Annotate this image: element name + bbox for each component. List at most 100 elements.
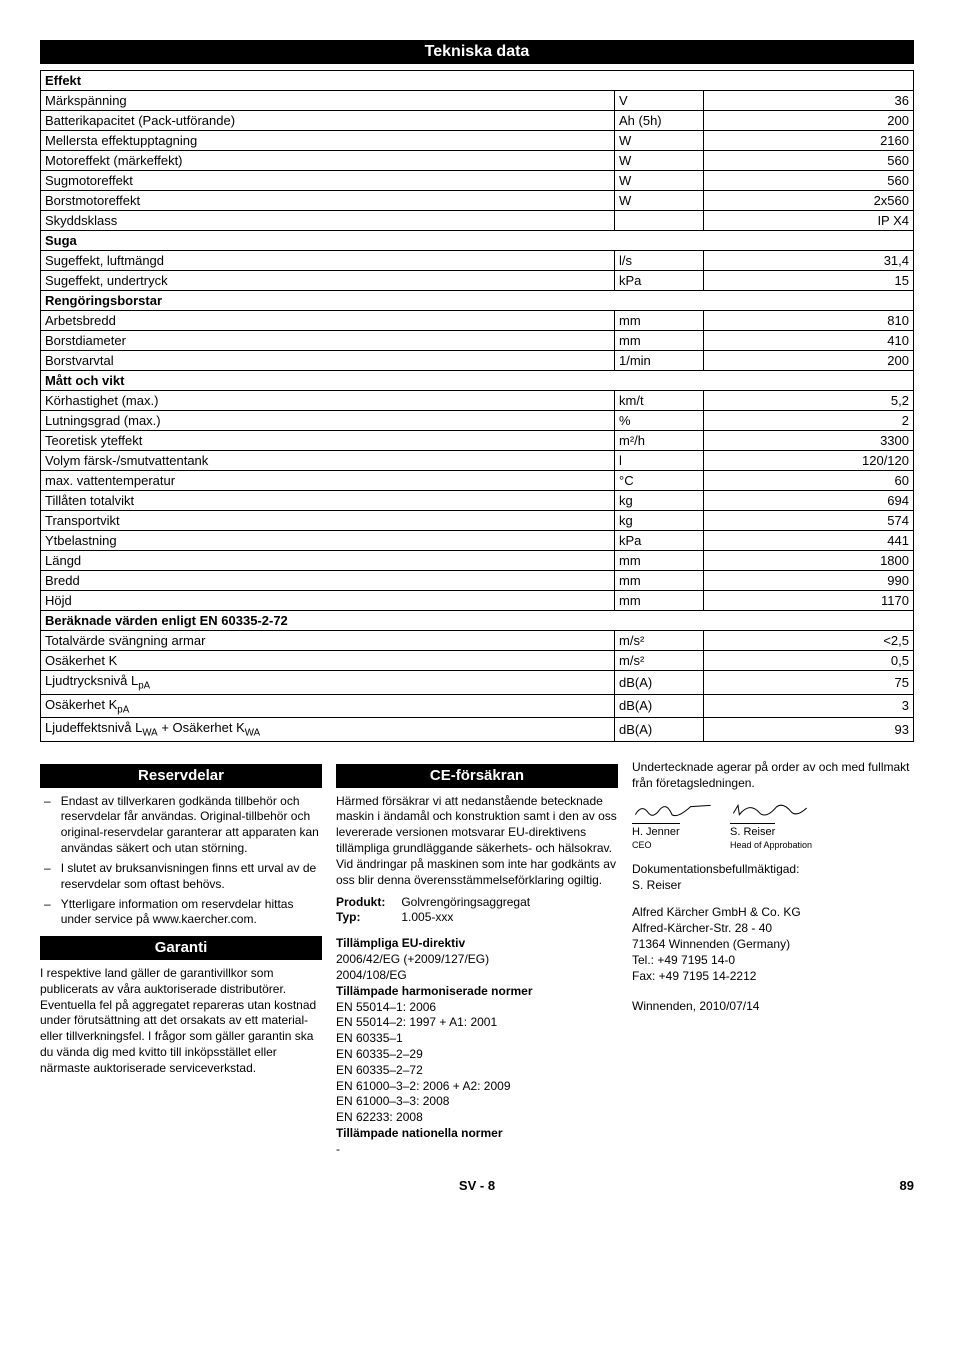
tekniska-data-heading: Tekniska data [40, 40, 914, 64]
spec-label: Körhastighet (max.) [41, 391, 615, 411]
nat-value: - [336, 1142, 618, 1158]
spec-value: 410 [704, 331, 914, 351]
spec-value: 2 [704, 411, 914, 431]
spec-unit: W [615, 171, 704, 191]
spec-value: 60 [704, 471, 914, 491]
spec-unit: kg [615, 511, 704, 531]
spec-label: Sugmotoreffekt [41, 171, 615, 191]
garanti-heading: Garanti [40, 936, 322, 960]
spec-label: Arbetsbredd [41, 311, 615, 331]
footer-lang: SV [459, 1178, 476, 1193]
footer-sep: - [480, 1178, 488, 1193]
norm-item: EN 55014–1: 2006 [336, 1000, 618, 1016]
nat-heading: Tillämpade nationella normer [336, 1126, 503, 1140]
spec-label: Sugeffekt, luftmängd [41, 251, 615, 271]
norm-list: EN 55014–1: 2006EN 55014–2: 1997 + A1: 2… [336, 1000, 618, 1127]
spec-section: Suga [41, 231, 914, 251]
city: 71364 Winnenden (Germany) [632, 937, 914, 953]
signature-block: H. Jenner CEO S. Reiser Head of Approbat… [632, 797, 914, 851]
ce-heading: CE-försäkran [336, 764, 618, 788]
spec-value: 2x560 [704, 191, 914, 211]
fax: Fax: +49 7195 14-2212 [632, 969, 914, 985]
norm-item: EN 62233: 2008 [336, 1110, 618, 1126]
spec-value: 560 [704, 171, 914, 191]
spec-label: Volym färsk-/smutvattentank [41, 451, 615, 471]
spec-value: 93 [704, 718, 914, 742]
dir-heading: Tillämpliga EU-direktiv [336, 936, 465, 950]
spec-label: Borstmotoreffekt [41, 191, 615, 211]
signature-jenner-icon [632, 797, 712, 823]
spec-section: Mått och vikt [41, 371, 914, 391]
spec-label: Ljudtrycksnivå LpA [41, 671, 615, 695]
dir-item: 2006/42/EG (+2009/127/EG) [336, 952, 618, 968]
footer-abs: 89 [900, 1178, 914, 1193]
spec-label: Lutningsgrad (max.) [41, 411, 615, 431]
spec-label: Totalvärde svängning armar [41, 631, 615, 651]
spec-unit: dB(A) [615, 671, 704, 695]
spec-label: Osäkerhet KpA [41, 694, 615, 718]
spec-label: Skyddsklass [41, 211, 615, 231]
spec-unit: l [615, 451, 704, 471]
spec-label: Transportvikt [41, 511, 615, 531]
spec-value: 441 [704, 531, 914, 551]
spec-section: Rengöringsborstar [41, 291, 914, 311]
garanti-text: I respektive land gäller de garantivillk… [40, 966, 322, 1077]
typ-value: 1.005-xxx [401, 910, 453, 924]
spec-value: 810 [704, 311, 914, 331]
spec-unit: kPa [615, 271, 704, 291]
spec-value: 36 [704, 91, 914, 111]
tel: Tel.: +49 7195 14-0 [632, 953, 914, 969]
spec-label: Ytbelastning [41, 531, 615, 551]
spec-label: Mellersta effektupptagning [41, 131, 615, 151]
spec-unit: mm [615, 311, 704, 331]
spec-unit: mm [615, 571, 704, 591]
spec-label: max. vattentemperatur [41, 471, 615, 491]
spec-label: Märkspänning [41, 91, 615, 111]
spec-label: Tillåten totalvikt [41, 491, 615, 511]
reservdelar-heading: Reservdelar [40, 764, 322, 788]
produkt-label: Produkt: [336, 895, 385, 909]
norm-item: EN 61000–3–3: 2008 [336, 1094, 618, 1110]
norm-item: EN 60335–1 [336, 1031, 618, 1047]
norm-item: EN 55014–2: 1997 + A1: 2001 [336, 1015, 618, 1031]
spec-section: Effekt [41, 71, 914, 91]
spec-value: 200 [704, 351, 914, 371]
spec-value: 5,2 [704, 391, 914, 411]
spec-unit: kg [615, 491, 704, 511]
street: Alfred-Kärcher-Str. 28 - 40 [632, 921, 914, 937]
spec-value: 3 [704, 694, 914, 718]
spec-unit: Ah (5h) [615, 111, 704, 131]
spec-label: Höjd [41, 591, 615, 611]
spec-value: 200 [704, 111, 914, 131]
company: Alfred Kärcher GmbH & Co. KG [632, 905, 914, 921]
doc-label: Dokumentationsbefullmäktigad: [632, 862, 914, 878]
spec-value: 1170 [704, 591, 914, 611]
spec-value: 75 [704, 671, 914, 695]
sig1-title: CEO [632, 840, 652, 852]
spec-unit: kPa [615, 531, 704, 551]
spec-unit: km/t [615, 391, 704, 411]
spec-value: 574 [704, 511, 914, 531]
spec-label: Sugeffekt, undertryck [41, 271, 615, 291]
sig1-name: H. Jenner [632, 823, 680, 840]
sig2-name: S. Reiser [730, 823, 775, 840]
spec-section: Beräknade värden enligt EN 60335-2-72 [41, 611, 914, 631]
norm-item: EN 60335–2–29 [336, 1047, 618, 1063]
spec-unit: °C [615, 471, 704, 491]
spec-label: Teoretisk yteffekt [41, 431, 615, 451]
spec-unit: mm [615, 331, 704, 351]
spec-unit: % [615, 411, 704, 431]
spec-unit: dB(A) [615, 694, 704, 718]
spec-unit: l/s [615, 251, 704, 271]
dir-item: 2004/108/EG [336, 968, 618, 984]
spec-unit: mm [615, 551, 704, 571]
spec-unit: V [615, 91, 704, 111]
spec-unit: mm [615, 591, 704, 611]
spec-label: Ljudeffektsnivå LWA + Osäkerhet KWA [41, 718, 615, 742]
spec-unit: W [615, 131, 704, 151]
list-item: Endast av tillverkaren godkända tillbehö… [40, 794, 322, 857]
sig2-title: Head of Approbation [730, 840, 812, 852]
spec-value: 3300 [704, 431, 914, 451]
spec-value: IP X4 [704, 211, 914, 231]
spec-value: 120/120 [704, 451, 914, 471]
